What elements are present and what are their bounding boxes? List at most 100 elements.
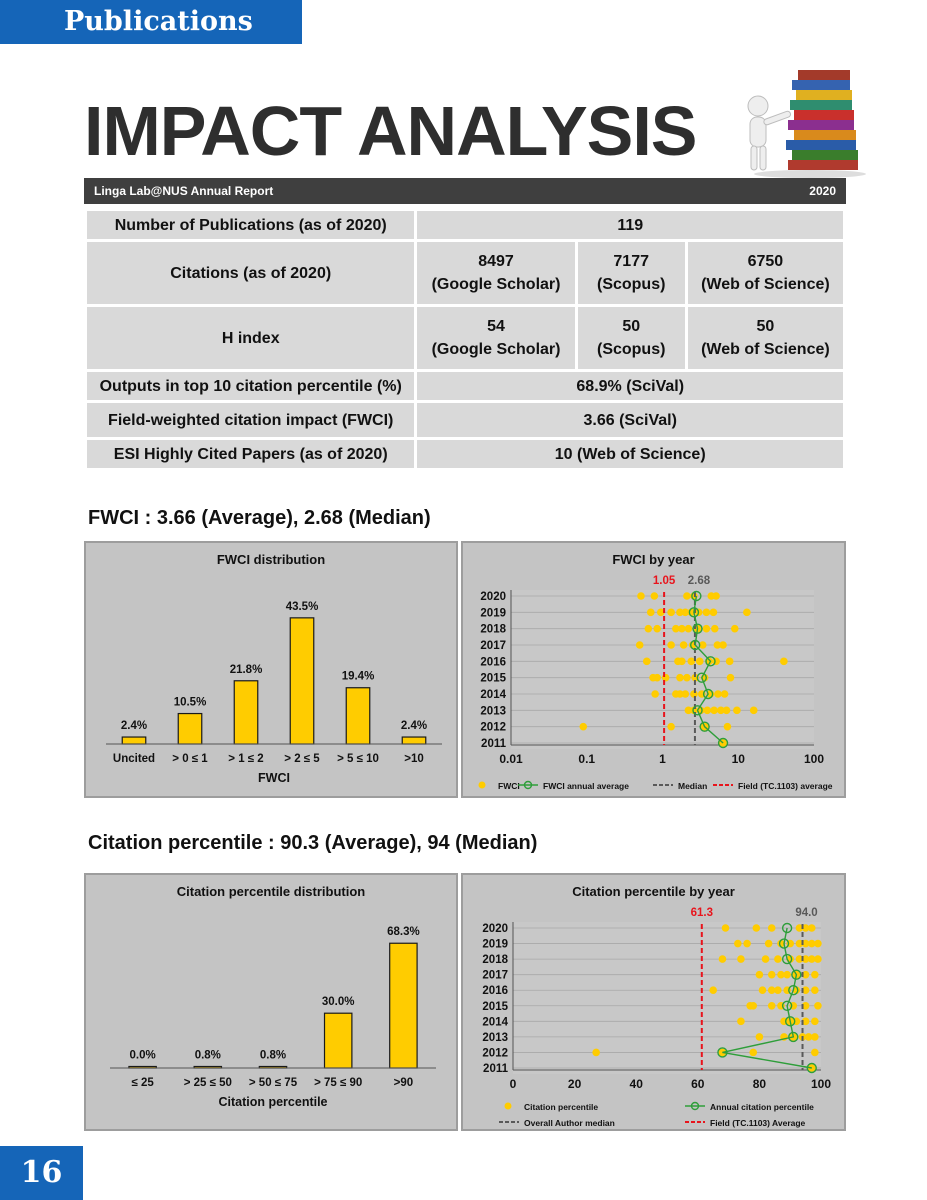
hindex-scopus: 50 (Scopus) — [577, 307, 685, 369]
x-tick-label: 40 — [630, 1077, 644, 1091]
data-point — [743, 939, 751, 948]
field-average-label: 1.05 — [653, 575, 676, 587]
books-figure-illustration — [747, 70, 866, 178]
x-tick-label: > 5 ≤ 10 — [337, 753, 379, 765]
data-point — [726, 673, 735, 682]
y-tick-label: 2015 — [480, 673, 506, 685]
y-tick-label: 2016 — [482, 985, 508, 997]
legend-label: FWCI — [498, 781, 520, 791]
data-point — [687, 657, 696, 666]
x-axis-label: Citation percentile — [218, 1095, 327, 1109]
data-point — [743, 608, 751, 617]
data-point — [774, 955, 782, 963]
y-tick-label: 2011 — [483, 1063, 509, 1075]
data-point — [717, 706, 725, 715]
data-point — [719, 641, 727, 649]
annual-average-line — [693, 595, 724, 744]
data-point — [650, 592, 659, 600]
data-point — [698, 641, 707, 649]
table-row: Number of Publications (as of 2020) 119 — [87, 211, 843, 239]
data-label: 43.5% — [286, 601, 319, 613]
table-row: H index 54 (Google Scholar) 50 (Scopus) 50… — [87, 307, 843, 369]
plot-area — [511, 590, 814, 749]
y-tick-label: 2011 — [481, 738, 507, 750]
data-point — [730, 624, 739, 633]
fwci-distribution-panel: FWCI distribution 2.4% Uncited 10.5% > 0 ≤ 1… — [84, 541, 458, 798]
y-tick-label: 2019 — [482, 939, 508, 951]
section-tab: Publications — [0, 0, 302, 44]
hindex-web-of-science: 50 (Web of Science) — [687, 307, 843, 369]
data-label: 2.4% — [121, 720, 147, 732]
annual-average-marker — [785, 1016, 796, 1027]
table-row: Citations (as of 2020) 8497 (Google Schol… — [87, 242, 843, 304]
data-point — [712, 592, 720, 600]
row-label: Field-weighted citation impact (FWCI) — [87, 403, 415, 437]
data-point — [678, 624, 686, 633]
annual-average-marker — [702, 688, 714, 700]
data-point — [722, 706, 731, 715]
x-tick-label: > 0 ≤ 1 — [172, 753, 208, 765]
data-point — [792, 986, 801, 995]
x-tick-label: 100 — [811, 1077, 831, 1091]
data-point — [801, 970, 810, 979]
data-point — [811, 1017, 819, 1026]
data-point — [804, 1033, 813, 1041]
data-point — [678, 657, 686, 666]
data-point — [807, 939, 816, 948]
data-point — [767, 970, 776, 979]
y-tick-label: 2019 — [480, 607, 506, 619]
percentile-distribution-chart: Citation percentile distribution 0.0% ≤ 25… — [110, 884, 436, 1109]
data-point — [683, 592, 691, 600]
data-point — [811, 970, 819, 979]
bar — [401, 736, 427, 745]
data-point — [749, 706, 758, 715]
figure-person — [747, 95, 792, 171]
data-point — [710, 624, 719, 633]
data-point — [723, 722, 732, 731]
median-label: 2.68 — [688, 575, 711, 587]
data-point — [667, 641, 675, 649]
data-label: 30.0% — [322, 996, 355, 1008]
data-label: 68.3% — [387, 926, 420, 938]
data-point — [801, 1001, 810, 1010]
data-point — [653, 624, 661, 633]
data-point — [676, 690, 684, 698]
data-point — [683, 673, 691, 682]
data-point — [635, 641, 644, 649]
data-point — [814, 1001, 822, 1010]
data-point — [661, 673, 670, 682]
data-point — [795, 924, 804, 932]
data-point — [764, 939, 773, 948]
data-point — [807, 924, 816, 932]
data-point — [758, 986, 767, 995]
median-label: 94.0 — [795, 907, 817, 919]
data-point — [780, 657, 788, 666]
data-point — [767, 1001, 776, 1010]
citations-web-of-science: 6750 (Web of Science) — [687, 242, 843, 304]
data-point — [752, 924, 761, 932]
x-tick-label: 80 — [753, 1077, 767, 1091]
data-point — [579, 722, 588, 731]
data-point — [684, 706, 693, 715]
data-point — [681, 608, 690, 617]
x-tick-label: Uncited — [113, 753, 155, 765]
data-label: 10.5% — [174, 697, 207, 709]
bar — [177, 712, 203, 745]
legend-label: Annual citation percentile — [710, 1102, 814, 1112]
data-point — [672, 624, 680, 633]
data-point — [801, 955, 810, 963]
report-year: 2020 — [809, 184, 836, 198]
y-tick-label: 2012 — [480, 722, 506, 734]
data-point — [702, 608, 711, 617]
data-point — [737, 955, 745, 963]
top10-value: 68.9% (SciVal) — [417, 372, 843, 400]
data-point — [801, 1017, 810, 1026]
data-point — [713, 641, 722, 649]
y-tick-label: 2013 — [480, 705, 506, 717]
data-point — [653, 673, 661, 682]
annual-average-marker — [705, 656, 716, 667]
data-point — [777, 939, 785, 948]
fwci-value: 3.66 (SciVal) — [417, 403, 843, 437]
annual-average-marker — [691, 590, 702, 602]
data-point — [676, 608, 684, 617]
